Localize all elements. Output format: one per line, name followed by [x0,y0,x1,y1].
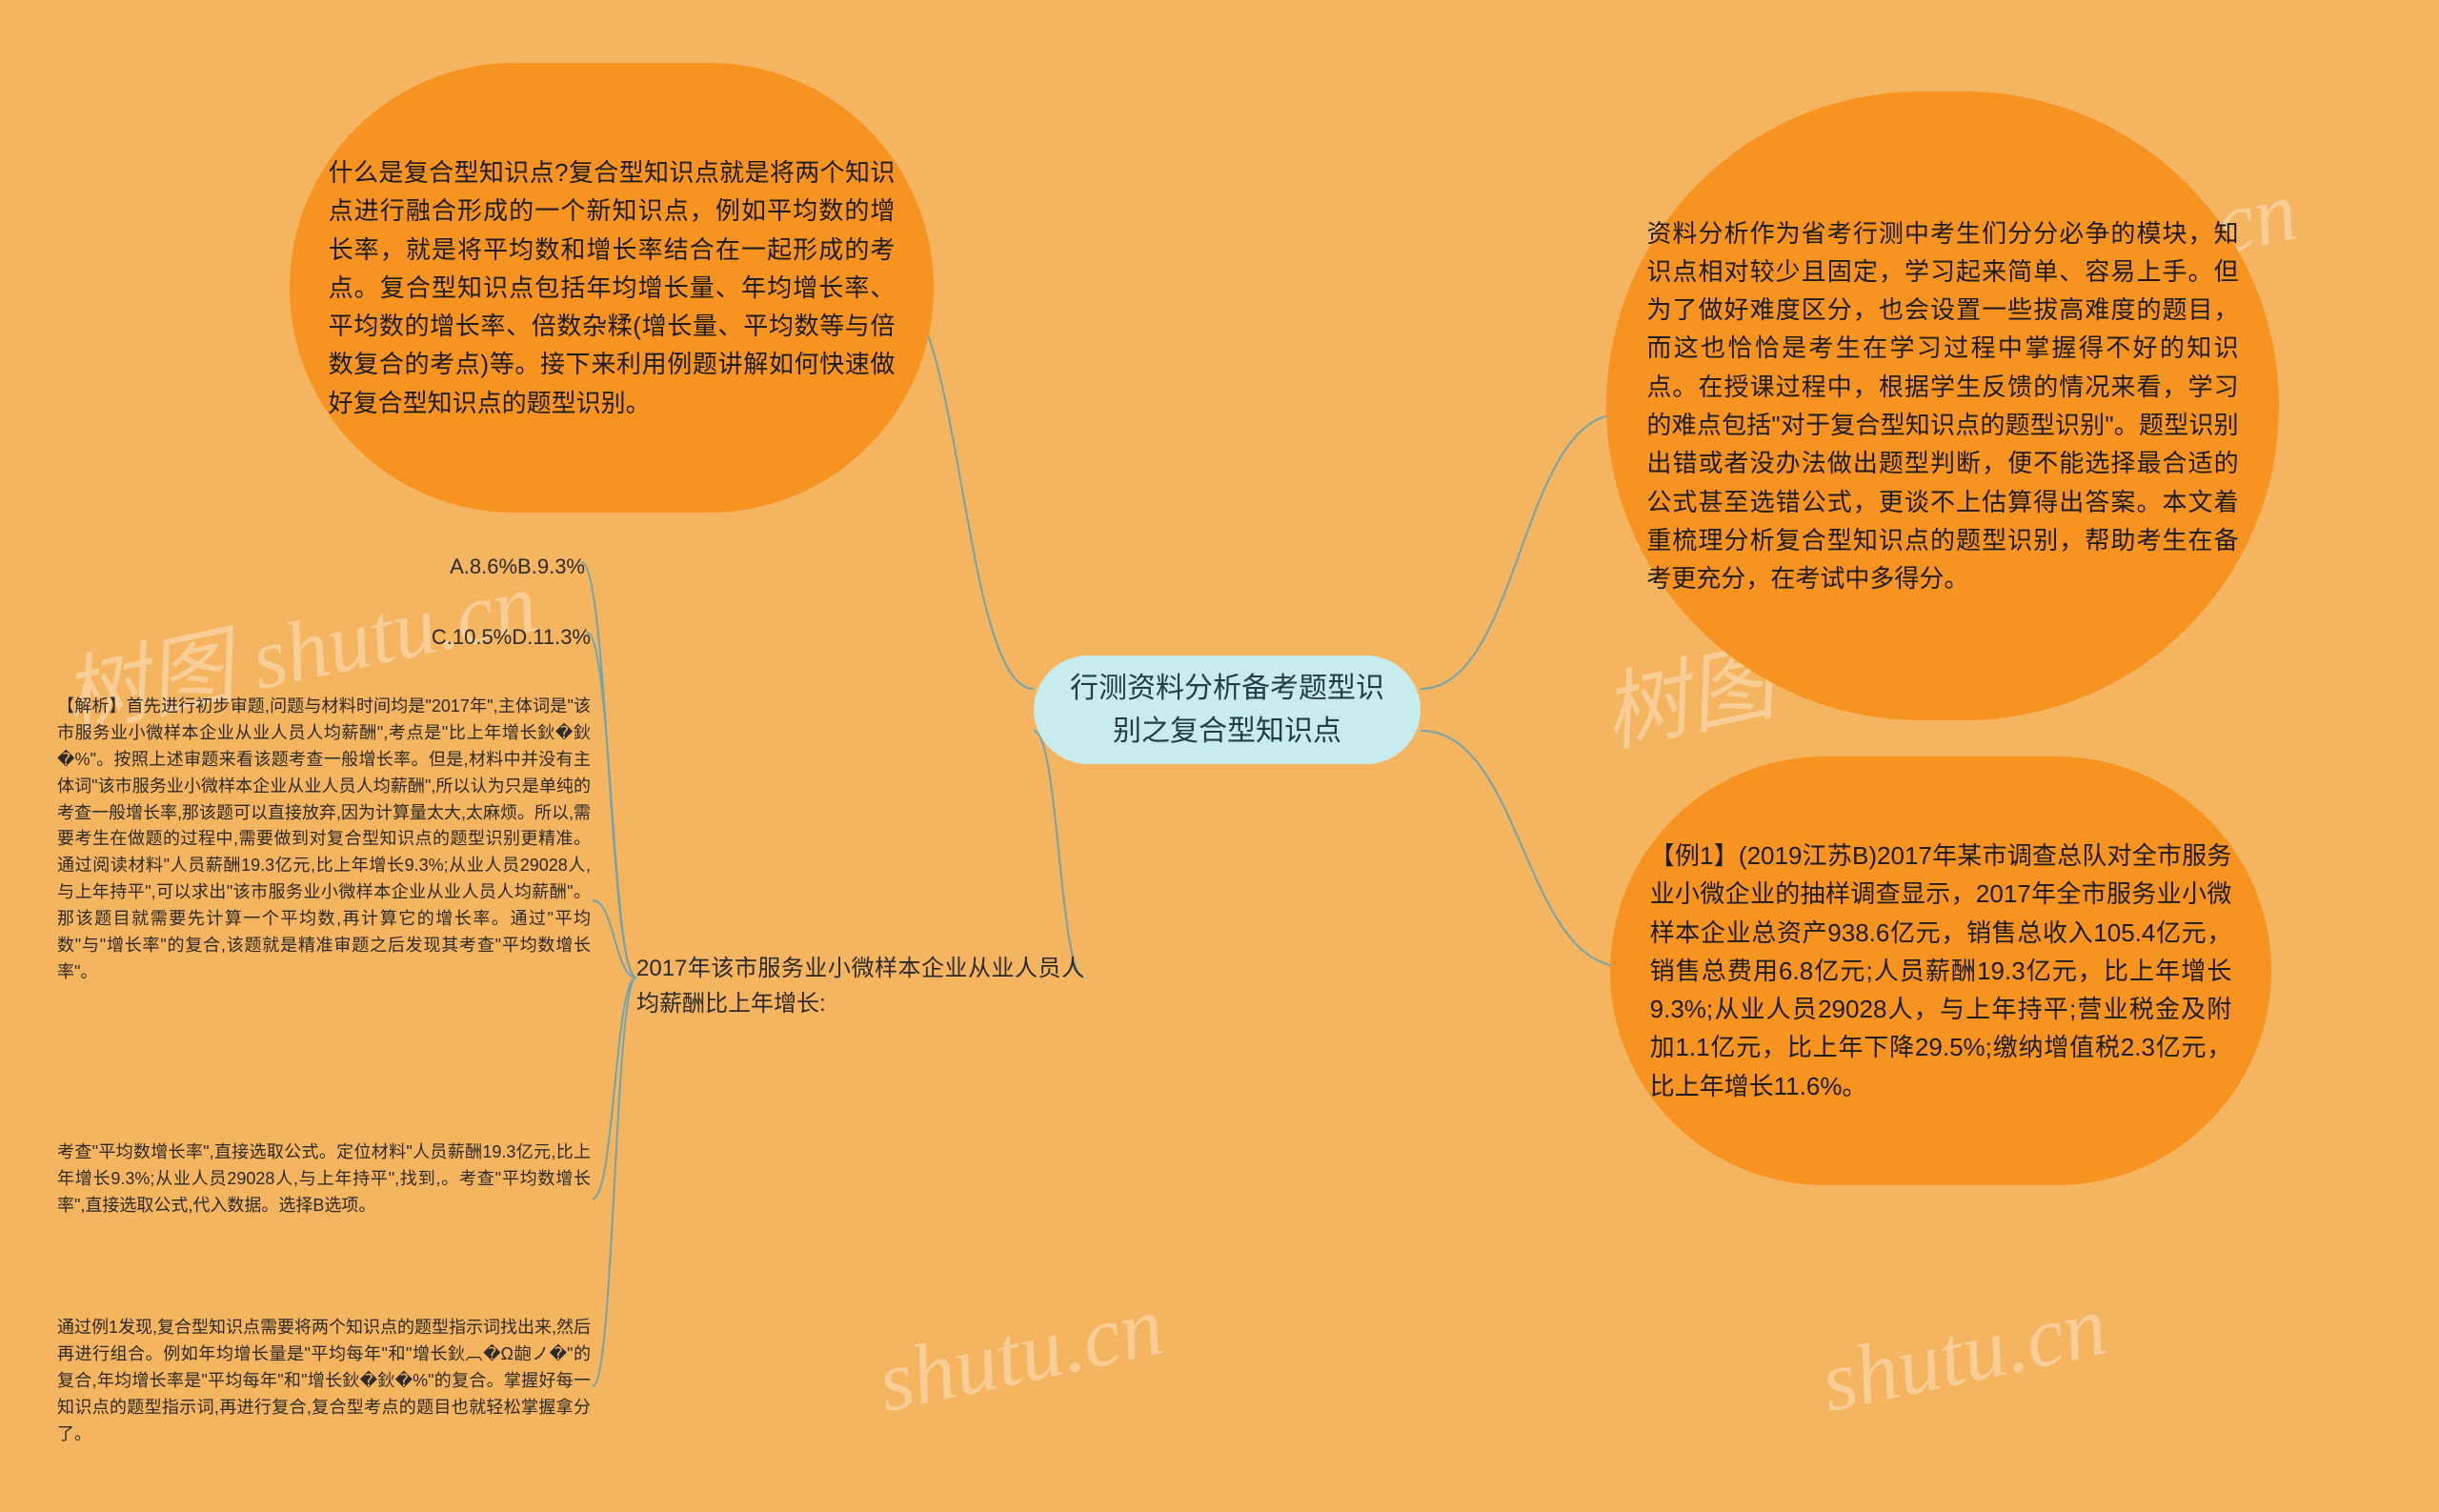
connector-line [1421,731,1625,967]
node-definition-text: 什么是复合型知识点?复合型知识点就是将两个知识点进行融合形成的一个新知识点，例如… [329,153,896,422]
node-summary[interactable]: 通过例1发现,复合型知识点需要将两个知识点的题型指示词找出来,然后再进行组合。例… [57,1315,591,1447]
node-formula[interactable]: 考查"平均数增长率",直接选取公式。定位材料"人员薪酬19.3亿元,比上年增长9… [57,1139,591,1220]
node-example1[interactable]: 【例1】(2019江苏B)2017年某市调查总队对全市服务业小微企业的抽样调查显… [1610,756,2271,1185]
node-question[interactable]: 2017年该市服务业小微样本企业从业人员人均薪酬比上年增长: [636,951,1084,1021]
connector-line [1421,414,1620,689]
node-intro[interactable]: 资料分析作为省考行测中考生们分分必争的模块，知识点相对较少且固定，学习起来简单、… [1606,91,2279,720]
connector-line [1034,731,1084,978]
connector-line [587,633,636,978]
node-example1-text: 【例1】(2019江苏B)2017年某市调查总队对全市服务业小微企业的抽样调查显… [1650,837,2232,1105]
root-label: 行测资料分析备考题型识别之复合型知识点 [1062,667,1391,753]
root-node[interactable]: 行测资料分析备考题型识别之复合型知识点 [1034,655,1421,764]
connector-line [593,978,636,1386]
node-intro-text: 资料分析作为省考行测中考生们分分必争的模块，知识点相对较少且固定，学习起来简单、… [1646,214,2238,598]
mindmap-canvas: 树图 shutu.cn shutu.cn shutu.cn 树图 shutu.c… [0,0,2439,1512]
node-analysis[interactable]: 【解析】首先进行初步审题,问题与材料时间均是"2017年",主体词是"该市服务业… [57,694,591,986]
node-option-cd[interactable]: C.10.5%D.11.3% [305,621,591,654]
node-option-ab[interactable]: A.8.6%B.9.3% [337,551,585,583]
node-definition[interactable]: 什么是复合型知识点?复合型知识点就是将两个知识点进行融合形成的一个新知识点，例如… [290,63,934,513]
